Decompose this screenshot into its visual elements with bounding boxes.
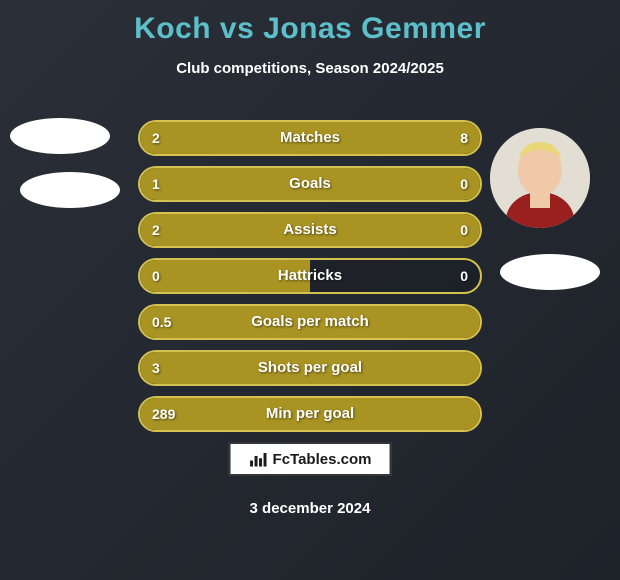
- stat-label: Goals per match: [140, 306, 480, 338]
- stat-label: Min per goal: [140, 398, 480, 430]
- watermark-text: FcTables.com: [273, 451, 372, 468]
- stat-row: 2Matches8: [138, 120, 482, 156]
- stat-value-right: 0: [460, 260, 468, 292]
- source-watermark: FcTables.com: [229, 442, 392, 476]
- stat-value-right: 0: [460, 168, 468, 200]
- stat-row: 0Hattricks0: [138, 258, 482, 294]
- stat-label: Assists: [140, 214, 480, 246]
- stat-row: 289Min per goal: [138, 396, 482, 432]
- stat-label: Hattricks: [140, 260, 480, 292]
- stat-value-right: 0: [460, 214, 468, 246]
- bars-icon: [249, 450, 267, 468]
- club-badge-right: [500, 254, 600, 290]
- club-badge-left-1: [10, 118, 110, 154]
- comparison-title: Koch vs Jonas Gemmer: [0, 0, 620, 46]
- stat-label: Goals: [140, 168, 480, 200]
- stat-label: Matches: [140, 122, 480, 154]
- stat-row: 1Goals0: [138, 166, 482, 202]
- comparison-subtitle: Club competitions, Season 2024/2025: [0, 60, 620, 77]
- stat-label: Shots per goal: [140, 352, 480, 384]
- comparison-date: 3 december 2024: [0, 500, 620, 517]
- player-right-avatar: [490, 128, 590, 228]
- stats-container: 2Matches81Goals02Assists00Hattricks00.5G…: [138, 120, 482, 442]
- stat-value-right: 8: [460, 122, 468, 154]
- stat-row: 0.5Goals per match: [138, 304, 482, 340]
- stat-row: 3Shots per goal: [138, 350, 482, 386]
- stat-row: 2Assists0: [138, 212, 482, 248]
- club-badge-left-2: [20, 172, 120, 208]
